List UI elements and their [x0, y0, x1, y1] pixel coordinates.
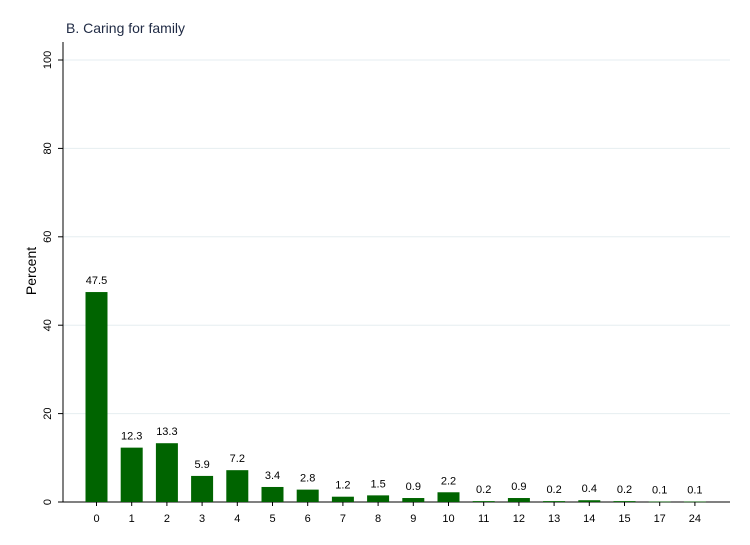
bar — [472, 501, 495, 502]
bar — [648, 501, 671, 503]
y-tick-label: 60 — [42, 231, 54, 243]
bar — [543, 501, 566, 502]
y-axis-label: Percent — [23, 247, 39, 295]
y-tick-label: 100 — [42, 51, 54, 69]
data-label: 0.1 — [687, 485, 702, 497]
x-tick-label: 15 — [618, 513, 630, 525]
x-tick-label: 4 — [234, 513, 240, 525]
x-tick-label: 3 — [199, 513, 205, 525]
bar — [683, 501, 706, 503]
chart-title: B. Caring for family — [66, 20, 186, 36]
y-tick-label: 40 — [42, 319, 54, 331]
data-label: 3.4 — [265, 470, 280, 482]
x-tick-label: 17 — [654, 513, 666, 525]
data-label: 0.4 — [582, 483, 597, 495]
data-label: 0.9 — [406, 481, 421, 493]
data-label: 1.2 — [335, 480, 350, 492]
x-tick-label: 14 — [583, 513, 595, 525]
data-label: 2.8 — [300, 473, 315, 485]
data-label: 0.9 — [511, 481, 526, 493]
bar — [296, 489, 319, 502]
x-tick-label: 24 — [689, 513, 701, 525]
data-label: 5.9 — [194, 459, 209, 471]
bar — [613, 501, 636, 502]
bar — [226, 470, 249, 502]
x-tick-label: 8 — [375, 513, 381, 525]
x-tick-label: 12 — [513, 513, 525, 525]
x-tick-label: 13 — [548, 513, 560, 525]
bar — [507, 498, 530, 502]
bar — [331, 496, 354, 502]
bar — [191, 475, 214, 502]
x-tick-label: 0 — [93, 513, 99, 525]
bar — [261, 486, 284, 502]
bar — [402, 498, 425, 502]
bar — [120, 447, 143, 502]
bar — [367, 495, 390, 502]
data-label: 47.5 — [86, 275, 107, 287]
data-label: 2.2 — [441, 475, 456, 487]
x-tick-label: 5 — [269, 513, 275, 525]
bar — [85, 292, 108, 502]
data-label: 0.2 — [617, 484, 632, 496]
y-tick-label: 0 — [42, 499, 54, 505]
x-tick-label: 2 — [164, 513, 170, 525]
x-tick-label: 1 — [129, 513, 135, 525]
data-label: 0.2 — [546, 484, 561, 496]
x-tick-label: 9 — [410, 513, 416, 525]
x-tick-label: 7 — [340, 513, 346, 525]
bar — [155, 443, 178, 502]
data-label: 0.1 — [652, 485, 667, 497]
bar — [437, 492, 460, 502]
data-label: 13.3 — [156, 426, 177, 438]
data-label: 7.2 — [230, 453, 245, 465]
data-label: 1.5 — [370, 478, 385, 490]
x-tick-label: 11 — [478, 513, 489, 525]
data-label: 12.3 — [121, 431, 142, 443]
data-label: 0.2 — [476, 484, 491, 496]
x-tick-label: 6 — [305, 513, 311, 525]
y-tick-label: 80 — [42, 142, 54, 154]
x-tick-label: 10 — [442, 513, 454, 525]
bar — [578, 500, 601, 502]
y-tick-label: 20 — [42, 407, 54, 419]
